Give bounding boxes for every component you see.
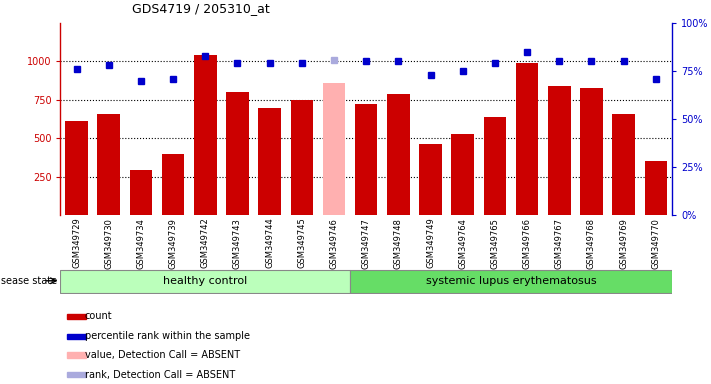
Bar: [515, 63, 538, 215]
Text: GSM349764: GSM349764: [458, 218, 467, 268]
Bar: [355, 104, 378, 215]
Text: GSM349746: GSM349746: [329, 218, 338, 268]
Text: GSM349769: GSM349769: [619, 218, 628, 268]
Text: GSM349770: GSM349770: [651, 218, 661, 268]
Bar: [451, 134, 474, 215]
Bar: [162, 154, 184, 215]
Text: GSM349742: GSM349742: [201, 218, 210, 268]
Bar: [645, 161, 667, 215]
Bar: [580, 88, 603, 215]
Text: GDS4719 / 205310_at: GDS4719 / 205310_at: [132, 2, 269, 15]
Text: systemic lupus erythematosus: systemic lupus erythematosus: [426, 276, 597, 286]
Text: GSM349767: GSM349767: [555, 218, 564, 269]
Bar: [323, 83, 346, 215]
Text: GSM349747: GSM349747: [362, 218, 370, 268]
Text: GSM349743: GSM349743: [233, 218, 242, 268]
FancyBboxPatch shape: [350, 270, 672, 293]
Text: GSM349734: GSM349734: [137, 218, 145, 268]
Bar: [419, 144, 442, 215]
Bar: [67, 314, 86, 319]
Bar: [67, 372, 86, 377]
Bar: [65, 121, 87, 215]
Text: rank, Detection Call = ABSENT: rank, Detection Call = ABSENT: [85, 370, 235, 380]
Text: count: count: [85, 311, 112, 321]
Text: GSM349739: GSM349739: [169, 218, 178, 268]
Bar: [129, 170, 152, 215]
Bar: [291, 100, 313, 215]
Text: GSM349748: GSM349748: [394, 218, 403, 268]
Text: value, Detection Call = ABSENT: value, Detection Call = ABSENT: [85, 350, 240, 360]
Text: GSM349730: GSM349730: [105, 218, 113, 268]
Text: GSM349745: GSM349745: [297, 218, 306, 268]
Text: GSM349766: GSM349766: [523, 218, 532, 269]
Bar: [67, 334, 86, 339]
Text: GSM349768: GSM349768: [587, 218, 596, 269]
Text: GSM349744: GSM349744: [265, 218, 274, 268]
Bar: [258, 108, 281, 215]
Bar: [483, 117, 506, 215]
Bar: [194, 55, 217, 215]
Bar: [97, 114, 120, 215]
Text: GSM349729: GSM349729: [72, 218, 81, 268]
Bar: [548, 86, 570, 215]
Text: healthy control: healthy control: [163, 276, 247, 286]
Bar: [226, 92, 249, 215]
FancyBboxPatch shape: [60, 270, 350, 293]
Bar: [387, 94, 410, 215]
Text: percentile rank within the sample: percentile rank within the sample: [85, 331, 250, 341]
Text: GSM349765: GSM349765: [491, 218, 499, 268]
Bar: [612, 114, 635, 215]
Bar: [67, 352, 86, 358]
Text: GSM349749: GSM349749: [426, 218, 435, 268]
Text: disease state: disease state: [0, 276, 57, 286]
